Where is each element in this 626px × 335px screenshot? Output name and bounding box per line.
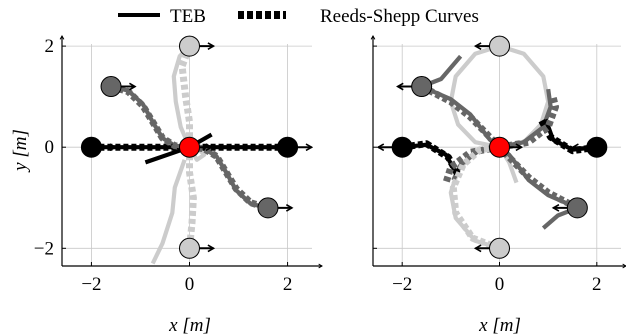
right-xtick-label-0: −2: [392, 274, 412, 295]
left-start-marker-4: [179, 35, 200, 57]
right-xtick-label-1: 0: [495, 274, 505, 295]
right-goal-marker: [489, 136, 510, 158]
right-xtick-label-2: 2: [592, 274, 602, 295]
left-start-marker-3: [257, 197, 279, 219]
left-y-axis-label: y [m]: [10, 129, 31, 173]
right-ticks: −2 0 2: [373, 45, 602, 295]
legend: TEB Reeds-Shepp Curves: [118, 6, 479, 27]
right-start-marker-3: [566, 197, 588, 219]
right-teb-path-0: [498, 44, 551, 150]
left-ytick-label-2: 2: [45, 36, 55, 57]
right-panel: −2 0 2 x [m]: [370, 35, 626, 335]
left-start-marker-2: [100, 76, 122, 98]
right-start-marker-2: [411, 76, 433, 98]
left-rs-path-13: [186, 147, 197, 249]
left-ticks: −2 0 2 −2 0 2: [34, 36, 293, 295]
left-start-marker-1: [277, 136, 299, 158]
right-rs-path-17: [442, 143, 501, 184]
left-panel: −2 0 2 −2 0 2 x [m] y [m]: [10, 35, 323, 335]
right-start-marker-5: [489, 237, 510, 259]
right-start-marker-4: [489, 35, 510, 57]
left-ytick-label-1: 0: [45, 137, 55, 158]
left-xtick-label-0: −2: [81, 274, 101, 295]
left-xtick-label-2: 2: [283, 274, 293, 295]
left-teb-path-7: [150, 159, 187, 265]
left-rs-path-12: [178, 44, 193, 148]
right-x-axis-label: x [m]: [478, 315, 521, 335]
left-xtick-label-1: 0: [185, 274, 195, 295]
right-rs-path-15: [496, 144, 579, 212]
left-goal-marker: [179, 136, 200, 158]
left-ytick-label-0: −2: [34, 238, 54, 259]
right-teb-path-2: [448, 145, 501, 251]
right-rs-path-18: [449, 143, 501, 252]
left-markers: [80, 35, 314, 259]
left-start-marker-0: [80, 136, 102, 158]
left-teb-path-5: [171, 44, 192, 149]
left-x-axis-label: x [m]: [168, 315, 211, 335]
right-markers: [376, 35, 608, 259]
legend-rs-label: Reeds-Shepp Curves: [320, 6, 479, 27]
right-start-marker-0: [391, 136, 413, 158]
left-rs-path-11: [189, 143, 269, 212]
right-rs-path-14: [420, 83, 503, 150]
left-start-marker-5: [179, 237, 200, 259]
left-rs-path-10: [110, 83, 190, 151]
right-start-marker-1: [586, 136, 608, 158]
legend-teb-label: TEB: [170, 6, 206, 27]
